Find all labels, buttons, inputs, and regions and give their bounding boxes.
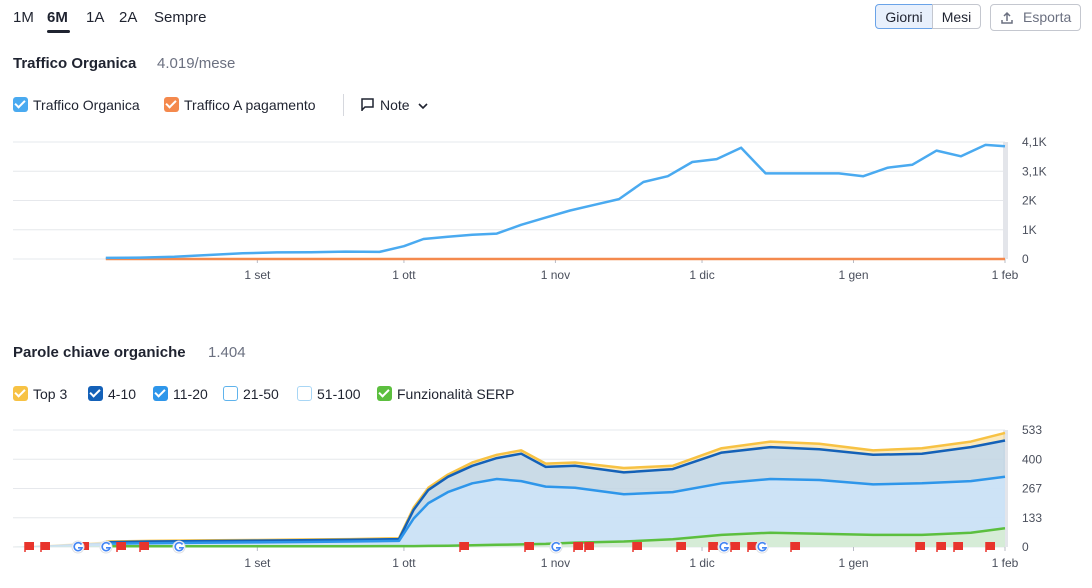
keywords-x-tick-label: 1 gen [838, 556, 868, 570]
range-tab-sempre[interactable]: Sempre [154, 9, 207, 26]
range-active-underline [47, 30, 70, 33]
traffic-scroll-bar [1003, 142, 1008, 259]
keywords-x-tick-label: 1 ott [392, 556, 416, 570]
keywords-y-tick-label: 133 [1022, 511, 1042, 525]
keywords-x-tick-label: 1 set [244, 556, 271, 570]
flag-marker-icon [41, 542, 50, 550]
export-label: Esporta [1023, 9, 1072, 25]
keywords-x-tick-label: 1 feb [992, 556, 1019, 570]
flag-marker-icon [525, 542, 534, 550]
keywords-x-tick-label: 1 dic [689, 556, 714, 570]
legend-checkbox[interactable] [377, 386, 392, 401]
legend-label: 51-100 [317, 386, 361, 402]
legend-checkbox[interactable] [223, 386, 238, 401]
legend-label: Traffico A pagamento [184, 97, 316, 113]
traffic-chart: 0 1K 2K 3,1K 4,1K 1 set 1 ott 1 nov 1 dic 1 gen 1 … [13, 135, 1047, 282]
range-tab-1m[interactable]: 1M [13, 9, 34, 26]
legend-checkbox[interactable] [88, 386, 103, 401]
flag-marker-icon [633, 542, 642, 550]
chevron-down-icon [418, 103, 428, 110]
traffic-y-tick-label: 4,1K [1022, 135, 1047, 149]
legend-label: Top 3 [33, 386, 68, 402]
legend-label: 11-20 [173, 386, 208, 402]
keywords-title: Parole chiave organiche [13, 344, 186, 361]
traffic-x-tick-label: 1 set [244, 268, 271, 282]
flag-marker-icon [709, 542, 718, 550]
legend-label: 21-50 [243, 386, 279, 402]
legend-checkbox[interactable] [13, 97, 28, 112]
flag-marker-icon [916, 542, 925, 550]
flag-marker-icon [937, 542, 946, 550]
legend-checkbox[interactable] [13, 386, 28, 401]
traffic-y-tick-label: 1K [1022, 223, 1037, 237]
traffic-x-tick-label: 1 ott [392, 268, 416, 282]
google-g-glyph [719, 541, 730, 552]
keywords-y-tick-label: 267 [1022, 482, 1042, 496]
range-tab-1a[interactable]: 1A [86, 9, 105, 26]
flag-marker-icon [140, 542, 149, 550]
traffic-x-tick-label: 1 dic [689, 268, 714, 282]
keywords-value: 1.404 [208, 344, 246, 361]
legend-checkbox[interactable] [164, 97, 179, 112]
flag-marker-icon [574, 542, 583, 550]
flag-marker-icon [748, 542, 757, 550]
flag-marker-icon [460, 542, 469, 550]
flag-note-icon [361, 98, 374, 111]
keywords-series-area [13, 476, 1005, 547]
traffic-x-tick-label: 1 gen [838, 268, 868, 282]
keywords-x-tick-label: 1 nov [541, 556, 570, 570]
keywords-series-line [105, 439, 1006, 544]
google-g-glyph [174, 541, 185, 552]
legend-checkbox[interactable] [153, 386, 168, 401]
keywords-series-line [105, 475, 1006, 545]
traffic-y-tick-label: 0 [1022, 252, 1029, 266]
google-g-glyph [551, 541, 562, 552]
granularity-days-button[interactable]: Giorni [875, 4, 933, 29]
export-button[interactable]: Esporta [990, 4, 1081, 31]
traffic-series-line [105, 143, 1006, 260]
flag-marker-icon [791, 542, 800, 550]
flag-marker-icon [117, 542, 126, 550]
google-g-glyph [757, 541, 768, 552]
notes-label: Note [380, 97, 410, 113]
traffic-y-tick-label: 2K [1022, 194, 1037, 208]
flag-marker-icon [677, 542, 686, 550]
flag-marker-icon [986, 542, 995, 550]
google-g-glyph [73, 541, 84, 552]
flag-marker-icon [954, 542, 963, 550]
legend-label: Traffico Organica [33, 97, 140, 113]
traffic-title: Traffico Organica [13, 55, 137, 72]
range-tab-2a[interactable]: 2A [119, 9, 138, 26]
google-g-glyph [101, 541, 112, 552]
legend-divider [343, 94, 344, 116]
keywords-series-line [105, 527, 1006, 548]
legend-label: 4-10 [108, 386, 137, 402]
keywords-y-tick-label: 400 [1022, 452, 1042, 466]
legend-label: Funzionalità SERP [397, 386, 515, 402]
traffic-x-tick-label: 1 feb [992, 268, 1019, 282]
legend-checkbox[interactable] [297, 386, 312, 401]
upload-icon [1001, 11, 1013, 24]
keywords-scroll-bar [1003, 430, 1008, 547]
traffic-y-tick-label: 3,1K [1022, 164, 1047, 178]
flag-marker-icon [585, 542, 594, 550]
traffic-value: 4.019/mese [157, 55, 236, 72]
flag-marker-icon [80, 542, 89, 550]
range-tab-6m[interactable]: 6M [47, 9, 68, 26]
keywords-y-tick-label: 0 [1022, 540, 1029, 554]
granularity-months-button[interactable]: Mesi [932, 4, 981, 29]
flag-marker-icon [25, 542, 34, 550]
traffic-x-tick-label: 1 nov [541, 268, 570, 282]
keywords-chart: 0 133 267 400 533 1 set 1 ott 1 nov 1 dic 1 gen 1 … [13, 423, 1042, 570]
flag-marker-icon [731, 542, 740, 550]
keywords-y-tick-label: 533 [1022, 423, 1042, 437]
